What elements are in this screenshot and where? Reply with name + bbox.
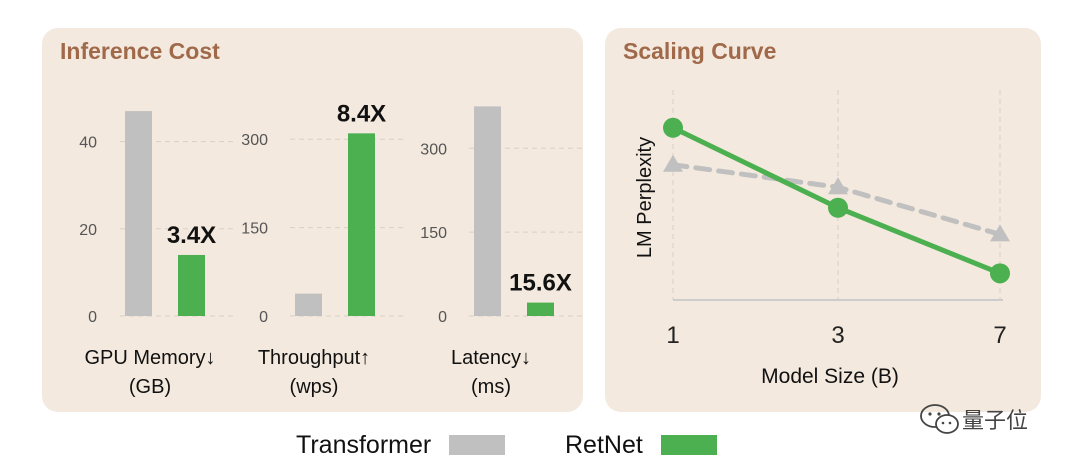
- throughput-xlabel-line: (wps): [290, 376, 339, 398]
- scaling-point-transformer: [828, 177, 848, 195]
- watermark: 量子位: [918, 402, 1028, 436]
- gpu-memory-ytick-label: 40: [79, 135, 97, 152]
- gpu-memory-annotation: 3.4X: [167, 222, 216, 249]
- latency-bar-retnet: [527, 302, 554, 316]
- legend-transformer-swatch: [449, 435, 506, 455]
- scaling-point-transformer: [663, 154, 683, 172]
- throughput-ytick-label: 300: [241, 132, 268, 149]
- watermark-text: 量子位: [962, 408, 1029, 433]
- latency-ytick-label: 300: [420, 141, 447, 158]
- scaling-point-retnet: [990, 263, 1010, 284]
- throughput-ytick-label: 0: [259, 309, 268, 326]
- throughput-annotation: 8.4X: [337, 100, 386, 127]
- latency-ytick-label: 0: [438, 309, 447, 326]
- scaling-curve-title: Scaling Curve: [623, 38, 777, 64]
- scaling-curve-panel: Scaling Curve: [605, 28, 1041, 412]
- throughput-bar-transformer: [295, 293, 322, 316]
- scaling-xtick-label: 7: [993, 322, 1006, 349]
- gpu-memory-ytick-label: 0: [88, 309, 97, 326]
- throughput-bar-retnet: [348, 133, 375, 316]
- gpu-memory-bar-transformer: [125, 111, 152, 316]
- scaling-xlabel: Model Size (B): [761, 365, 899, 388]
- legend-retnet: RetNet: [565, 428, 717, 462]
- legend-retnet-label: RetNet: [565, 430, 643, 459]
- gpu-memory-bar-retnet: [178, 254, 205, 316]
- scaling-point-retnet: [828, 197, 848, 218]
- latency-bar-transformer: [474, 106, 501, 316]
- scaling-ylabel: LM Perplexity: [634, 137, 656, 258]
- latency-xlabel-line: (ms): [471, 376, 511, 398]
- gpu-memory-xlabel-line: (GB): [129, 376, 171, 398]
- latency-xlabel-line: Latency↓: [451, 347, 531, 369]
- scaling-point-transformer: [990, 224, 1010, 242]
- legend-retnet-swatch: [660, 435, 717, 455]
- legend-transformer: Transformer: [296, 428, 506, 462]
- scaling-point-retnet: [663, 117, 683, 138]
- scaling-xtick-label: 3: [831, 322, 844, 349]
- throughput-xlabel-line: Throughput↑: [258, 347, 370, 369]
- inference-cost-title: Inference Cost: [60, 38, 220, 64]
- latency-ytick-label: 150: [420, 225, 447, 242]
- gpu-memory-xlabel-line: GPU Memory↓: [84, 347, 215, 369]
- wechat-icon: [920, 404, 959, 434]
- legend-transformer-label: Transformer: [296, 430, 432, 459]
- latency-annotation: 15.6X: [509, 270, 572, 297]
- throughput-ytick-label: 150: [241, 221, 268, 238]
- scaling-xtick-label: 1: [666, 322, 679, 349]
- gpu-memory-ytick-label: 20: [79, 222, 97, 239]
